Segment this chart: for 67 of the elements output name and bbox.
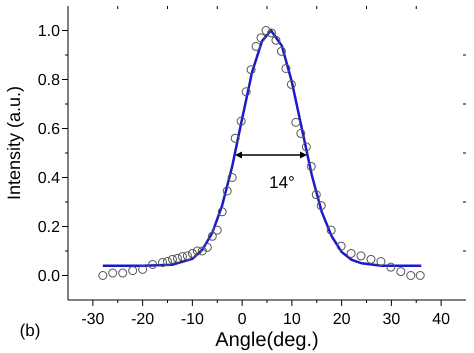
y-tick-label: 0.2 [38, 219, 60, 236]
point [296, 128, 306, 138]
point [202, 242, 212, 252]
point [158, 258, 168, 268]
y-tick-label: 1.0 [38, 23, 60, 40]
point [172, 254, 182, 263]
point [396, 267, 406, 276]
point [306, 162, 316, 171]
point [271, 36, 280, 45]
point [281, 64, 290, 73]
point [266, 28, 276, 38]
point [406, 271, 416, 280]
point [286, 80, 296, 89]
point [192, 246, 202, 256]
point [98, 271, 108, 280]
point [256, 33, 266, 42]
annotation: 14° [269, 173, 295, 192]
point [242, 87, 251, 96]
point [236, 116, 246, 126]
point [252, 42, 261, 51]
point [118, 268, 128, 278]
point [168, 254, 177, 264]
point [108, 268, 118, 278]
x-tick-label: 10 [282, 311, 301, 328]
point [302, 142, 311, 152]
point [182, 251, 192, 260]
x-tick-label: 40 [432, 311, 450, 328]
point [148, 260, 158, 269]
x-axis-title: Angle(deg.) [215, 329, 319, 351]
x-tick-label: -30 [81, 311, 105, 328]
point [316, 201, 326, 210]
x-tick-label: -20 [131, 311, 154, 328]
text: (b) [20, 321, 40, 340]
point [312, 190, 321, 200]
point [246, 65, 256, 74]
point [366, 254, 376, 264]
point [222, 186, 232, 196]
point [188, 248, 197, 258]
point [376, 257, 386, 266]
y-tick-label: 0.4 [38, 170, 60, 188]
x-tick-label: -10 [180, 311, 204, 328]
point [218, 207, 227, 216]
point [276, 46, 286, 56]
point [262, 26, 271, 35]
point [128, 266, 138, 276]
point [178, 252, 187, 262]
point [228, 173, 237, 182]
point [198, 246, 207, 256]
point [416, 271, 425, 280]
point [208, 232, 217, 241]
point [230, 134, 240, 143]
x-tick-label: 0 [238, 311, 247, 328]
point [291, 118, 300, 127]
y-tick-label: 0.8 [38, 72, 60, 90]
point [138, 264, 148, 274]
point [326, 226, 336, 235]
point [356, 251, 366, 260]
point [163, 257, 172, 266]
point [346, 248, 356, 258]
point [336, 242, 346, 251]
point [212, 226, 222, 235]
point [386, 262, 396, 272]
x-tick-label: 30 [382, 311, 400, 328]
y-tick-label: 0.0 [38, 268, 60, 286]
y-axis-title: Intensity (a.u.) [4, 86, 24, 200]
y-tick-label: 0.6 [38, 121, 60, 138]
x-tick-label: 20 [332, 311, 351, 328]
